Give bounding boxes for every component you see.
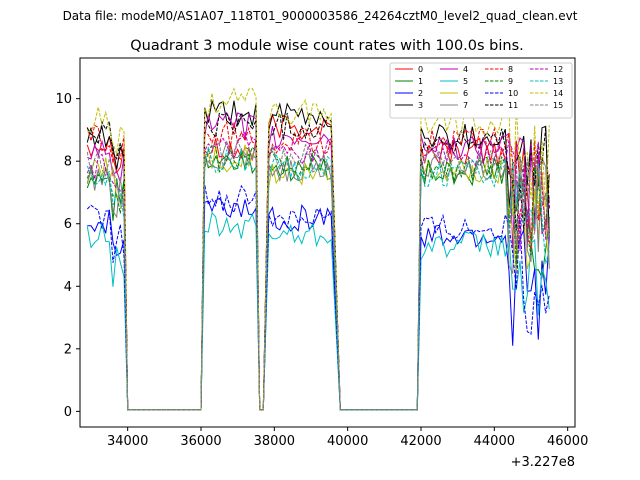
series-line-9 [86, 144, 550, 411]
legend-label-6: 6 [463, 89, 468, 98]
series-line-2 [87, 197, 550, 411]
series-line-15 [86, 139, 550, 411]
x-offset-label: +3.227e8 [511, 455, 575, 470]
x-tick-label: 34000 [107, 434, 148, 449]
series-line-10 [86, 184, 550, 411]
y-tick-label: 4 [64, 280, 72, 295]
series-line-3 [86, 99, 550, 411]
plot-frame [79, 57, 576, 428]
x-tick-label: 44000 [474, 434, 515, 449]
legend-label-0: 0 [418, 65, 423, 74]
legend-label-3: 3 [418, 101, 423, 110]
series-line-5 [86, 211, 550, 411]
series-line-1 [86, 147, 550, 411]
x-tick-label: 36000 [180, 434, 221, 449]
series-line-0 [86, 113, 550, 411]
x-tick-label: 38000 [254, 434, 295, 449]
x-tick-label: 40000 [327, 434, 368, 449]
axis-ticks: 34000 36000 38000 40000 42000 44000 46000 0 2 4 6 8… [55, 92, 588, 449]
y-tick-label: 8 [64, 155, 72, 170]
legend-label-12: 12 [553, 65, 563, 74]
chart-title: Quadrant 3 module wise count rates with … [130, 38, 524, 54]
series-line-11 [86, 111, 550, 411]
legend-label-1: 1 [418, 77, 423, 86]
x-tick-label: 42000 [400, 434, 441, 449]
y-tick-label: 0 [64, 405, 72, 420]
x-tick-label: 46000 [547, 434, 588, 449]
chart-suptitle: Data file: modeM0/AS1A07_118T01_90000035… [63, 9, 578, 23]
series-line-14 [87, 87, 550, 411]
series-layer [86, 87, 550, 411]
legend-label-4: 4 [463, 65, 468, 74]
legend-label-2: 2 [418, 89, 423, 98]
legend-box [389, 62, 573, 119]
legend-label-14: 14 [553, 89, 563, 98]
legend-label-10: 10 [508, 89, 518, 98]
series-line-8 [86, 120, 550, 411]
legend-label-11: 11 [508, 101, 518, 110]
series-line-6 [86, 144, 550, 411]
legend-label-7: 7 [463, 101, 468, 110]
legend-label-9: 9 [508, 77, 513, 86]
legend-label-15: 15 [553, 101, 563, 110]
legend-label-13: 13 [553, 77, 563, 86]
y-tick-label: 2 [64, 342, 72, 357]
series-line-12 [86, 131, 550, 411]
legend-label-5: 5 [463, 77, 468, 86]
series-line-13 [86, 146, 550, 411]
legend-label-8: 8 [508, 65, 513, 74]
y-tick-label: 6 [64, 217, 72, 232]
series-line-4 [87, 111, 550, 411]
y-tick-label: 10 [55, 92, 72, 107]
